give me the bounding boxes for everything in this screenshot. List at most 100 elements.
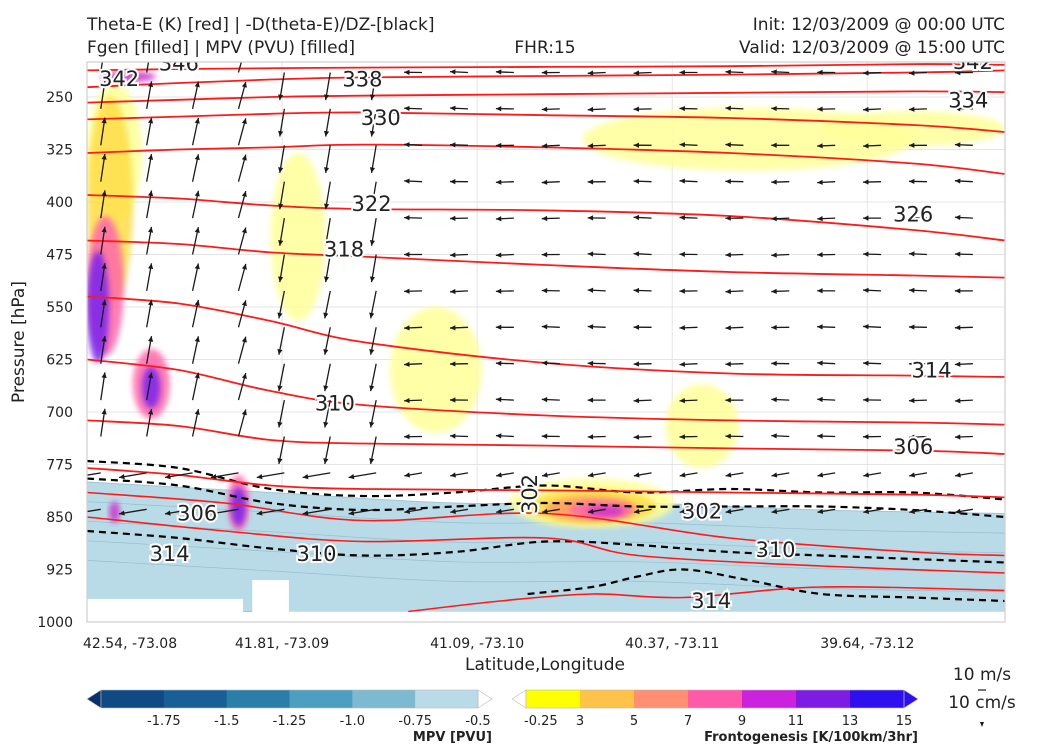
wind-vector-head (863, 324, 869, 330)
wind-vector-head (542, 472, 548, 478)
wind-vector-head (954, 251, 961, 257)
wind-vector-head (194, 409, 200, 415)
wind-vector-head (633, 251, 640, 257)
fgen-region-level-13 (87, 251, 110, 363)
wind-vector-head (908, 214, 915, 221)
colorbar-segment (526, 690, 581, 708)
colorbar-segment (796, 690, 851, 708)
wind-vector-head (771, 508, 778, 514)
wind-vector-head (369, 239, 376, 246)
wind-vector-head (323, 130, 330, 137)
wind-vector-head (194, 117, 200, 124)
colorbar-extend-high (477, 689, 493, 709)
wind-vector-head (495, 324, 502, 330)
wind-vector-head (369, 385, 375, 392)
wind-vector-head (541, 69, 548, 76)
wind-vector-head (323, 167, 330, 173)
theta-e-label: 318 (324, 238, 364, 262)
wind-vector-head (725, 142, 731, 148)
wind-vector-head (277, 348, 283, 355)
wind-vector-head (587, 397, 594, 403)
wind-vector-head (241, 118, 247, 125)
wind-vector-head (194, 154, 200, 161)
wind-vector-head (908, 361, 915, 367)
wind-vector-head (633, 472, 640, 478)
wind-vector-head (101, 408, 107, 415)
wind-vector-head (101, 190, 107, 197)
title-valid-time: Valid: 12/03/2009 @ 15:00 UTC (739, 38, 1005, 58)
wind-vector-head (954, 398, 961, 404)
theta-e-label: 306 (177, 502, 217, 526)
wind-vector (87, 508, 101, 513)
wind-vector-head (541, 143, 548, 149)
wind-vector-head (679, 142, 686, 148)
terrain-block (87, 598, 244, 622)
wind-vector-head (194, 227, 200, 233)
vector-key-vertical-arrow (980, 722, 984, 727)
wind-vector-head (101, 263, 107, 269)
x-tick-label: 41.81, -73.09 (235, 636, 329, 652)
colorbar-tick-label: -1.5 (214, 714, 239, 729)
wind-vector-head (679, 434, 685, 440)
wind-vector-head (908, 397, 915, 404)
wind-vector-head (771, 360, 777, 367)
wind-vector-head (348, 510, 355, 516)
wind-vector-head (954, 434, 961, 440)
title-forecast-hour: FHR:15 (514, 38, 575, 58)
theta-e-contour-low (408, 585, 1005, 613)
wind-vector-head (587, 215, 594, 221)
wind-vector (191, 62, 196, 73)
wind-vector-head (633, 106, 640, 112)
wind-vector-head (679, 69, 685, 76)
theta-e-label: 314 (912, 359, 952, 383)
wind-vector-head (148, 336, 154, 342)
colorbar-tick-label: -0.5 (465, 714, 490, 729)
wind-vector-head (817, 396, 823, 403)
theta-e-label: 338 (342, 68, 382, 92)
wind-vector-head (908, 142, 915, 149)
wind-vector-head (404, 472, 411, 478)
wind-vector-head (954, 288, 961, 294)
x-tick-label: 39.64, -73.12 (820, 636, 914, 652)
wind-vector-head (73, 510, 79, 515)
wind-vector-head (725, 252, 731, 258)
wind-vector-head (679, 361, 686, 367)
wind-vector-head (241, 263, 247, 270)
wind-vector-head (369, 94, 376, 101)
wind-vector-head (587, 360, 594, 366)
wind-vector-head (817, 179, 823, 185)
wind-vector-head (725, 178, 731, 185)
wind-vector-head (194, 299, 200, 306)
wind-vector-head (863, 360, 869, 366)
wind-vector-head (725, 508, 732, 514)
wind-vector-head (404, 105, 410, 112)
wind-vector-head (404, 178, 410, 184)
wind-vector-head (817, 324, 823, 330)
colorbar-tick-label: -0.75 (398, 714, 432, 729)
wind-vector-head (679, 215, 685, 221)
wind-vector-head (771, 324, 777, 331)
colorbar-frame (100, 689, 479, 709)
colorbar-extend-low (511, 689, 527, 709)
y-tick-label: 925 (46, 563, 73, 579)
fgen-region-level-13 (231, 486, 246, 527)
wind-vector (100, 62, 103, 73)
theta-e-contour-302 (87, 467, 1005, 499)
wind-vector-head (495, 216, 502, 222)
wind-vector-head (148, 154, 154, 160)
colorbar-segment (289, 690, 353, 708)
colorbar-extend-high (903, 689, 919, 709)
colorbar-tick-label: 7 (684, 714, 692, 729)
y-tick-label: 625 (46, 353, 73, 369)
y-tick-label: 325 (46, 143, 73, 159)
wind-vector-head (277, 421, 283, 428)
y-tick-label: 250 (46, 90, 73, 106)
wind-vector-head (449, 105, 456, 111)
mpv-inner-contour (87, 560, 1005, 593)
wind-vector-head (725, 472, 732, 478)
colorbar-segment (352, 690, 416, 708)
wind-vector-head (863, 179, 869, 185)
wind-vector-head (542, 508, 548, 514)
wind-vector-head (449, 361, 456, 367)
wind-vector-head (725, 288, 731, 295)
